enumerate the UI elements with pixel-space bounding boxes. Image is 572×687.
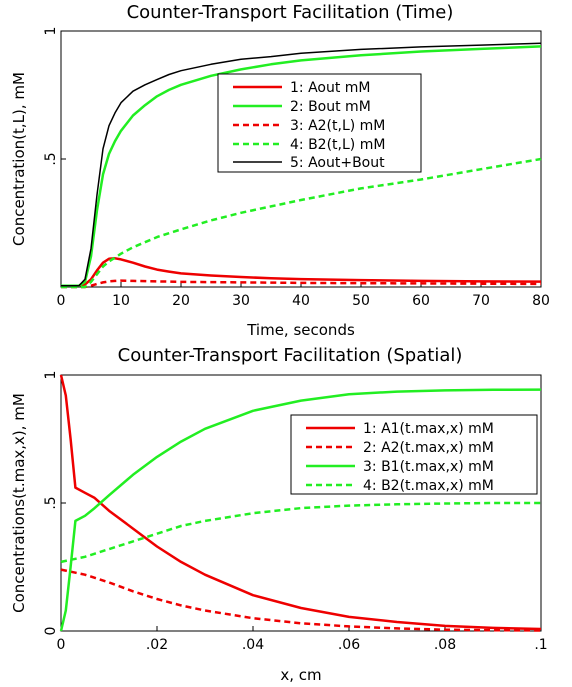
spatial-x-tick-label: .06 (338, 637, 360, 653)
time-legend-box (217, 73, 422, 173)
legend-label-b1x: 3: B1(t.max,x) mM (363, 459, 494, 475)
time-x-axis-label: Time, seconds (246, 321, 355, 339)
legend-label-a2: 3: A2(t,L) mM (290, 118, 385, 134)
spatial-series-line-1 (59, 374, 542, 631)
time-x-tick-label: 70 (472, 293, 490, 309)
spatial-series-line-3 (59, 388, 542, 632)
time-x-tick-label: 0 (57, 293, 66, 309)
legend-label-b2: 4: B2(t,L) mM (290, 137, 385, 153)
spatial-x-tick-label: .1 (534, 637, 547, 653)
legend-label-a1x: 1: A1(t.max,x) mM (363, 421, 494, 437)
spatial-y-tick-label: 0 (43, 627, 59, 636)
spatial-x-axis-label: x, cm (280, 666, 321, 684)
time-x-tick-label: 30 (232, 293, 250, 309)
legend-label-a2x: 2: A2(t.max,x) mM (363, 440, 494, 456)
time-legend: 1: Aout mM 2: Bout mM 3: A2(t,L) mM 4: B… (217, 73, 422, 173)
time-y-axis-label: Concentration(t,L), mM (10, 72, 28, 246)
spatial-y-axis-label: Concentrations(t.max,x), mM (10, 393, 28, 613)
time-series-lines (61, 42, 542, 289)
time-series-line-2 (61, 45, 542, 287)
time-x-tick-label: 10 (112, 293, 130, 309)
spatial-x-tick-label: 0 (57, 637, 66, 653)
time-x-tick-label: 40 (292, 293, 310, 309)
time-x-tick-label: 50 (352, 293, 370, 309)
time-y-tick-label: 1 (43, 27, 59, 36)
spatial-y-tick-label: 1 (43, 371, 59, 380)
spatial-series-lines (59, 374, 542, 632)
time-x-tick-label: 60 (412, 293, 430, 309)
time-chart: Counter-Transport Facilitation (Time) 0 1… (10, 2, 550, 339)
spatial-chart-title: Counter-Transport Facilitation (Spatial) (118, 345, 463, 366)
time-axis-ticks: 0 10 20 30 40 50 60 70 80 .5 1 (43, 27, 550, 309)
spatial-x-tick-label: .04 (242, 637, 264, 653)
spatial-x-tick-label: .08 (434, 637, 456, 653)
spatial-axis-ticks: 0 .02 .04 .06 .08 .1 0 .5 1 (43, 371, 548, 653)
legend-label-b2x: 4: B2(t.max,x) mM (363, 478, 494, 494)
spatial-legend: 1: A1(t.max,x) mM 2: A2(t.max,x) mM 3: B… (290, 414, 538, 495)
spatial-series-line-4 (60, 501, 541, 564)
time-y-tick-label: .5 (43, 152, 59, 165)
time-x-tick-label: 80 (532, 293, 550, 309)
spatial-series-line-2 (60, 568, 542, 632)
time-series-line-5 (61, 42, 542, 287)
legend-label-bout: 2: Bout mM (290, 99, 371, 115)
spatial-chart: Counter-Transport Facilitation (Spatial)… (10, 345, 548, 684)
time-chart-title: Counter-Transport Facilitation (Time) (127, 2, 454, 23)
time-series-line-4 (61, 157, 542, 289)
time-series-line-3 (61, 279, 542, 289)
spatial-y-tick-label: .5 (43, 496, 59, 509)
spatial-x-tick-label: .02 (146, 637, 168, 653)
time-series-line-1 (61, 257, 542, 287)
legend-label-aout: 1: Aout mM (290, 80, 371, 96)
legend-label-sum: 5: Aout+Bout (290, 155, 385, 171)
time-x-tick-label: 20 (172, 293, 190, 309)
